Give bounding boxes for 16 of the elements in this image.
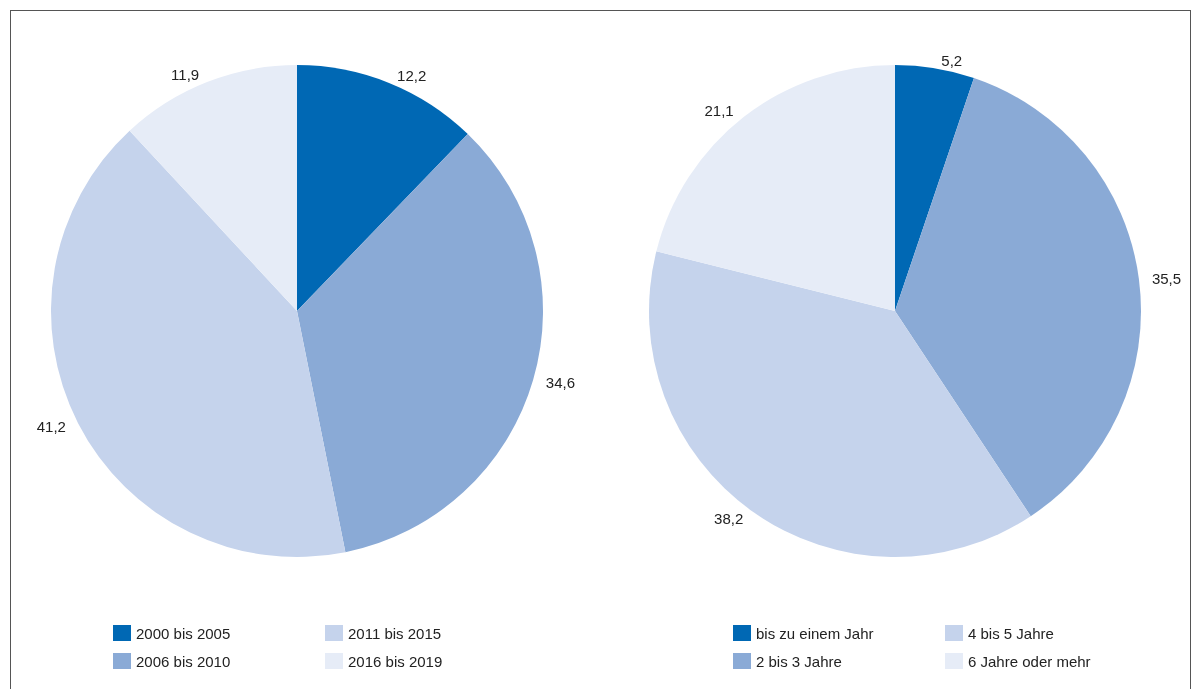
- data-label: 5,2: [941, 51, 963, 69]
- data-label: 41,2: [36, 418, 66, 436]
- data-label: 35,5: [1151, 269, 1182, 287]
- legend-label: 2000 bis 2005: [136, 624, 231, 642]
- data-label: 12,2: [397, 66, 427, 84]
- data-label: 38,2: [714, 509, 744, 527]
- legend-label: 2 bis 3 Jahre: [756, 652, 842, 670]
- data-label: 11,9: [171, 66, 200, 84]
- legend-label: 4 bis 5 Jahre: [968, 624, 1054, 642]
- legend-label: 6 Jahre oder mehr: [968, 652, 1091, 670]
- legend-label: 2006 bis 2010: [136, 652, 231, 670]
- legend-label: 2011 bis 2015: [348, 624, 442, 642]
- data-label: 34,6: [545, 373, 575, 391]
- legend-label: bis zu einem Jahr: [756, 624, 874, 642]
- legend-label: 2016 bis 2019: [348, 652, 443, 670]
- data-label: 21,1: [704, 102, 734, 120]
